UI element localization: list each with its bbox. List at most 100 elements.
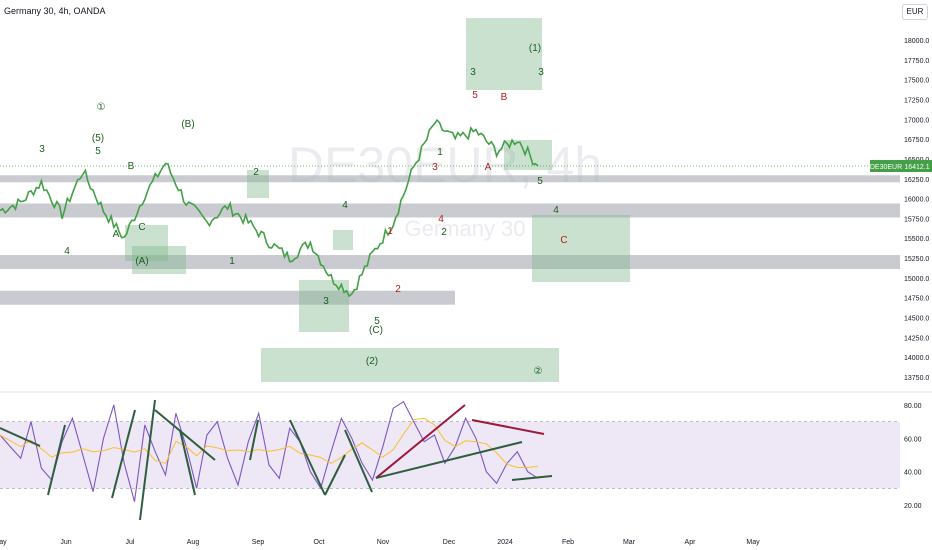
wave-box — [532, 215, 630, 282]
price-tick-label: 13750.0 — [904, 375, 929, 382]
time-tick-label: Feb — [562, 539, 574, 546]
wave-label: A — [485, 162, 492, 173]
rsi-trendline — [139, 399, 156, 521]
time-tick-label: Nov — [377, 539, 390, 546]
rsi-tick-label: 20.00 — [904, 503, 922, 510]
rsi-trendline — [375, 404, 466, 479]
wave-label: 4 — [342, 200, 348, 211]
wave-box — [132, 246, 186, 274]
price-tick-label: 16750.0 — [904, 137, 929, 144]
rsi-pane: 20.00 40.00 60.00 80.00 — [0, 399, 922, 521]
time-tick-label: Jun — [60, 539, 71, 546]
wave-label: 4 — [64, 246, 70, 257]
wave-label: 4 — [553, 205, 559, 216]
price-tag-symbol-bg — [870, 160, 902, 172]
time-tick-label: May — [0, 539, 7, 546]
price-tick-label: 15250.0 — [904, 256, 929, 263]
price-tick-label: 14500.0 — [904, 316, 929, 323]
price-tick-label: 17000.0 — [904, 117, 929, 124]
support-band — [0, 290, 455, 305]
wave-box — [261, 348, 559, 382]
price-tick-label: 14250.0 — [904, 335, 929, 342]
rsi-trendline — [344, 429, 373, 493]
wave-box — [504, 140, 552, 170]
wave-box — [125, 225, 168, 261]
price-tag-symbol: DE30EUR — [870, 164, 902, 171]
wave-label: (A) — [135, 256, 148, 267]
time-tick-label: Aug — [187, 539, 200, 546]
wave-label: 5 — [472, 90, 478, 101]
wave-label: B — [501, 92, 508, 103]
wave-label: A — [113, 229, 120, 240]
wave-label: 2 — [253, 167, 259, 178]
price-line — [0, 118, 539, 298]
price-tick-label: 17500.0 — [904, 78, 929, 85]
rsi-trendline — [511, 475, 553, 481]
wave-label: 5 — [537, 176, 543, 187]
rsi-trendline — [375, 441, 523, 479]
wave-label: (B) — [181, 119, 194, 130]
rsi-trendline — [471, 419, 545, 435]
currency-button[interactable]: EUR — [902, 4, 928, 20]
price-tick-label: 16000.0 — [904, 197, 929, 204]
time-tick-label: Mar — [623, 539, 636, 546]
price-tick-label: 15500.0 — [904, 236, 929, 243]
time-tick-label: Oct — [314, 539, 325, 546]
wave-label: (1) — [529, 43, 541, 54]
support-band — [0, 203, 900, 218]
rsi-line — [0, 400, 539, 502]
rsi-trendline — [47, 424, 66, 496]
rsi-tick-label: 40.00 — [904, 470, 922, 477]
wave-label: 4 — [438, 214, 444, 225]
wave-label: 2 — [395, 284, 401, 295]
wave-boxes — [125, 18, 630, 382]
wave-label: 1 — [229, 256, 235, 267]
time-tick-label: Sep — [252, 539, 265, 546]
price-tick-label: 18000.0 — [904, 38, 929, 45]
wave-label: (C) — [369, 325, 383, 336]
time-tick-label: Apr — [685, 539, 697, 546]
wave-label: 1 — [387, 226, 393, 237]
rsi-tick-label: 60.00 — [904, 436, 922, 443]
rsi-trendline — [249, 419, 259, 461]
wave-label: 5 — [95, 146, 101, 157]
wave-label: 3 — [39, 144, 45, 155]
rsi-trendline — [111, 409, 136, 499]
wave-box — [333, 230, 353, 250]
price-tick-label: 17250.0 — [904, 97, 929, 104]
price-tick-label: 14000.0 — [904, 355, 929, 362]
rsi-tick-label: 80.00 — [904, 403, 922, 410]
wave-box — [247, 170, 269, 198]
wave-label: 3 — [470, 67, 476, 78]
wave-label: C — [138, 222, 145, 233]
wave-label: B — [128, 161, 135, 172]
rsi-trendline — [179, 429, 196, 496]
rsi-trendline — [289, 419, 326, 496]
price-series — [0, 118, 539, 298]
time-tick-label: May — [746, 539, 760, 546]
rsi-trendline — [324, 454, 346, 496]
wave-label: ① — [97, 102, 106, 113]
wave-label: 3 — [432, 162, 438, 173]
price-tick-label: 16250.0 — [904, 177, 929, 184]
price-axis: 13750.0 14000.0 14250.0 14500.0 14750.0 15000… — [904, 38, 929, 382]
support-band — [0, 255, 900, 270]
price-tick-label: 17750.0 — [904, 58, 929, 65]
chart-header: Germany 30, 4h, OANDA — [4, 6, 106, 16]
wave-label: (2) — [366, 356, 378, 367]
time-axis: May Jun Jul Aug Sep Oct Nov Dec 2024 Feb Mar Apr May — [0, 539, 760, 546]
wave-label: ② — [534, 366, 543, 377]
price-tag-value: 16412.1 — [904, 164, 929, 171]
price-tick-label: 15750.0 — [904, 216, 929, 223]
time-tick-label: Jul — [126, 539, 135, 546]
price-tick-label: 14750.0 — [904, 296, 929, 303]
rsi-trendline — [154, 409, 216, 461]
rsi-ma-line — [0, 417, 539, 468]
wave-label: 3 — [538, 67, 544, 78]
wave-label: 2 — [441, 227, 447, 238]
wave-label: 1 — [437, 147, 443, 158]
wave-label: 3 — [323, 296, 329, 307]
watermark-name: Germany 30 — [404, 216, 525, 241]
